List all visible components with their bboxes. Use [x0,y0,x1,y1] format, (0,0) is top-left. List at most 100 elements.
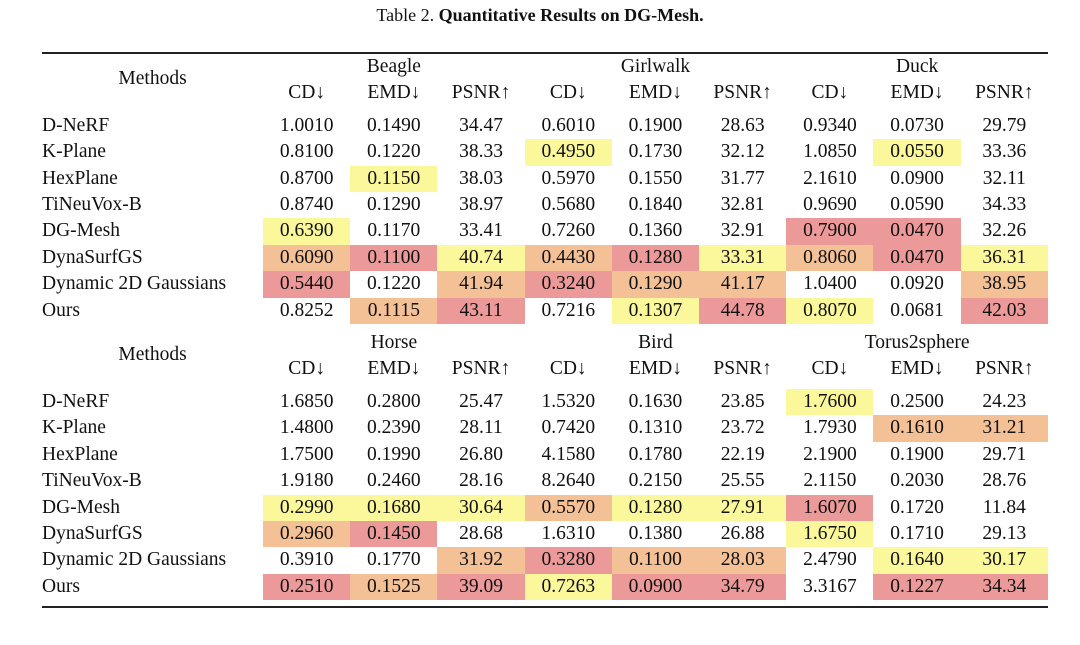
value-cell: 0.0470 [873,218,961,245]
value-cell: 31.21 [960,415,1048,442]
value-cell: 0.1220 [367,273,421,295]
value-cell: 1.6070 [786,494,874,521]
value-cell: 0.1290 [367,194,421,216]
value-cell: 0.1990 [367,443,421,465]
value-cell: 0.7900 [786,218,874,245]
metric-header: PSNR↑ [713,358,772,380]
data-row: Ours 0.2510 0.1525 39.09 0.7263 0.0900 34.79 3.… [42,573,1048,601]
value-cell: 0.0681 [890,299,944,321]
group-header: Torus2sphere [864,332,970,354]
metric-header: CD↓ [288,358,326,380]
data-row: K-Plane 1.4800 0.2390 28.11 0.7420 0.1310 23.7… [42,415,1048,442]
metric-header: CD↓ [811,82,849,104]
value-cell: 0.9690 [803,194,857,216]
value-cell: 1.7500 [279,443,334,465]
value-cell: 25.47 [459,390,503,412]
value-cell: 28.76 [982,470,1027,492]
value-cell: 0.0550 [873,139,961,166]
value-cell: 31.92 [437,547,525,574]
value-cell: 0.1100 [611,547,700,574]
data-row: K-Plane 0.8100 0.1220 38.33 0.4950 0.1730 32.1… [42,139,1048,166]
value-cell: 0.1280 [611,494,700,521]
value-cell: 0.5680 [541,194,596,216]
value-cell: 41.94 [437,271,525,298]
metric-header: EMD↓ [628,82,683,104]
value-cell: 0.6010 [541,114,596,136]
value-cell: 26.80 [459,443,503,465]
value-cell: 0.3280 [524,547,612,574]
value-cell: 0.4950 [524,139,612,166]
method-name: Dynamic 2D Gaussians [42,273,227,295]
value-cell: 27.91 [699,494,787,521]
data-row: DG-Mesh 0.6390 0.1170 33.41 0.7260 0.1360 32.9… [42,218,1048,245]
method-name: DynaSurfGS [42,246,143,268]
value-cell: 38.33 [459,141,503,163]
value-cell: 0.2030 [890,470,944,492]
value-cell: 31.77 [720,167,765,189]
metric-header: CD↓ [549,358,587,380]
caption-label: Table 2. [376,5,435,25]
value-cell: 2.4790 [803,549,857,571]
table-section: Methods Beagle Girlwalk Duck CD↓ EMD↓ PSNR↑ CD↓… [42,54,1048,330]
method-name: Ours [42,299,80,321]
value-cell: 0.1610 [873,415,961,442]
value-cell: 11.84 [982,496,1026,518]
value-cell: 0.1280 [611,244,700,272]
metric-header-row: CD↓ EMD↓ PSNR↑ CD↓ EMD↓ PSNR↑ CD↓ EMD↓ PSNR↑ [42,80,1048,106]
value-cell: 0.5570 [524,494,612,521]
value-cell: 0.1450 [350,520,438,548]
value-cell: 23.72 [720,417,765,439]
method-name: HexPlane [42,167,118,189]
value-cell: 0.3240 [524,271,612,298]
value-cell: 1.9180 [279,470,334,492]
metric-header: CD↓ [549,82,587,104]
metric-header: PSNR↑ [975,358,1034,380]
metric-header: PSNR↑ [975,82,1034,104]
value-cell: 32.12 [720,141,765,163]
value-cell: 1.0400 [803,273,857,295]
value-cell: 0.2800 [367,390,421,412]
metric-header: PSNR↑ [451,82,511,104]
value-cell: 0.3910 [279,549,334,571]
value-cell: 0.1150 [350,165,438,193]
value-cell: 0.1640 [873,547,961,574]
value-cell: 29.71 [982,443,1027,465]
value-cell: 42.03 [960,297,1048,325]
value-cell: 0.7216 [541,299,596,321]
group-header: Horse [370,332,418,354]
value-cell: 0.1310 [628,417,683,439]
value-cell: 33.36 [982,141,1027,163]
method-name: TiNeuVox-B [42,470,142,492]
value-cell: 0.1630 [628,390,683,412]
value-cell: 1.0850 [803,141,857,163]
value-cell: 0.9340 [803,114,857,136]
value-cell: 0.1360 [628,220,683,242]
value-cell: 32.26 [982,220,1027,242]
metric-header-row: CD↓ EMD↓ PSNR↑ CD↓ EMD↓ PSNR↑ CD↓ EMD↓ PSNR↑ [42,356,1048,382]
spacer [42,600,1048,606]
metric-header: EMD↓ [890,358,944,380]
value-cell: 25.55 [720,470,765,492]
value-cell: 0.1490 [367,114,421,136]
value-cell: 0.2500 [890,390,944,412]
value-cell: 0.2990 [263,494,351,521]
value-cell: 0.1380 [628,522,683,544]
value-cell: 0.1730 [628,141,683,163]
method-name: DG-Mesh [42,496,120,518]
method-name: K-Plane [42,141,106,163]
value-cell: 1.7930 [803,417,857,439]
spacer-cell [42,600,1048,606]
results-table: Methods Beagle Girlwalk Duck CD↓ EMD↓ PSNR↑ CD↓… [42,54,1048,606]
value-cell: 28.63 [720,114,765,136]
method-name: Ours [42,575,80,597]
value-cell: 28.11 [459,417,503,439]
group-header: Duck [896,56,939,77]
table-section: Methods Horse Bird Torus2sphere CD↓ EMD↓ PSNR↑… [42,330,1048,606]
value-cell: 1.6750 [786,520,874,548]
value-cell: 0.8740 [279,194,334,216]
value-cell: 0.1525 [350,573,438,601]
method-name: TiNeuVox-B [42,194,142,216]
value-cell: 40.74 [437,244,525,272]
value-cell: 0.1220 [367,141,421,163]
value-cell: 1.6310 [541,522,596,544]
